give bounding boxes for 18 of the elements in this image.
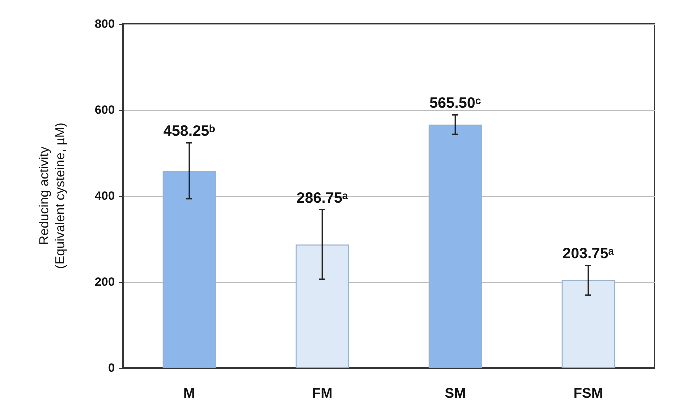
data-label: 565.50ᶜ [430,95,482,112]
data-label: 458.25ᵇ [164,123,216,140]
data-label: 203.75ᵃ [562,246,615,263]
bar [296,244,350,368]
y-tick-label: 200 [94,275,116,289]
y-tick-label: 800 [94,17,116,31]
x-tick-label: FSM [574,385,604,401]
y-tick-label: 400 [94,189,116,203]
bar [428,124,482,368]
bar [562,280,616,368]
x-tick-label: FM [312,385,333,401]
y-tick-label: 0 [108,361,116,375]
y-axis-title: Reducing activity (Equivalent cysteine, µM) [36,122,68,270]
data-label: 286.75ᵃ [296,190,349,207]
y-tick-label: 600 [94,103,116,117]
x-tick-label: SM [445,385,466,401]
bar [162,170,216,368]
x-tick-label: M [184,385,196,401]
